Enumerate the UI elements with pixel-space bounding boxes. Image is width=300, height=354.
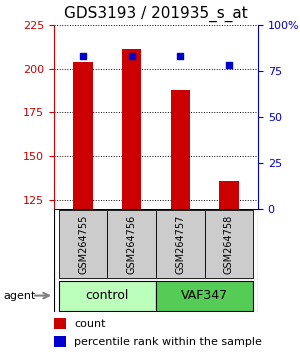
Point [129,53,134,59]
Text: GSM264755: GSM264755 [78,215,88,274]
Bar [122,49,141,209]
Bar [107,210,156,278]
Bar [59,210,107,278]
Text: count: count [74,319,106,329]
Point [81,53,85,59]
Text: control: control [86,289,129,302]
Bar [205,210,253,278]
Bar [171,90,190,209]
Text: GSM264758: GSM264758 [224,215,234,274]
Bar [156,210,205,278]
Bar [74,62,93,209]
Bar [219,181,239,209]
Point [226,62,231,68]
Text: agent: agent [3,291,35,301]
Title: GDS3193 / 201935_s_at: GDS3193 / 201935_s_at [64,6,248,22]
Bar [59,281,156,310]
Bar [54,336,66,347]
Bar [54,318,66,329]
Point [178,53,183,59]
Text: GSM264756: GSM264756 [127,215,137,274]
Bar [156,281,253,310]
Text: percentile rank within the sample: percentile rank within the sample [74,337,262,347]
Text: VAF347: VAF347 [181,289,228,302]
Text: GSM264757: GSM264757 [175,215,185,274]
